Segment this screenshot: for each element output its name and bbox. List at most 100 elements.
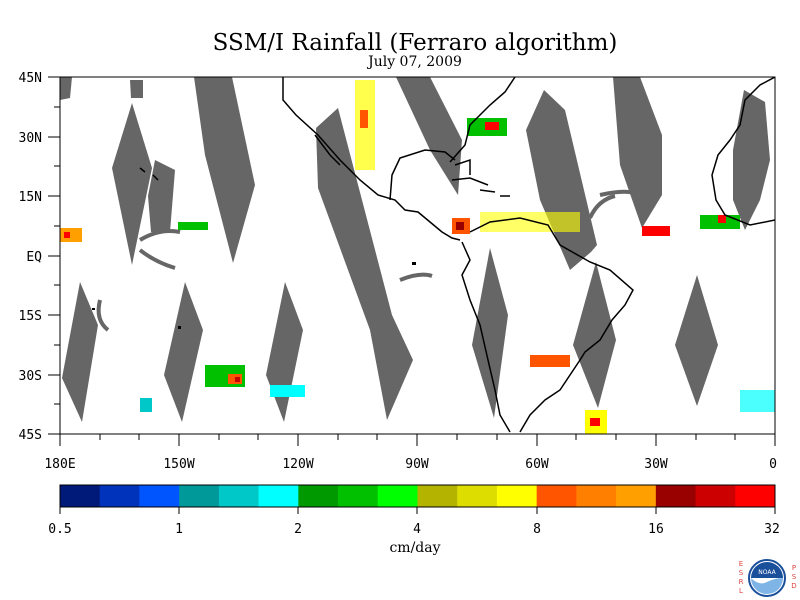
lon-label: 150W bbox=[163, 457, 194, 472]
coastline-hawaii bbox=[139, 167, 159, 181]
logo-letter-left: R bbox=[738, 578, 744, 586]
colorbar-label: 8 bbox=[533, 522, 541, 537]
lat-label: 15N bbox=[19, 190, 42, 205]
coastline-africa bbox=[711, 77, 775, 226]
coastline-north-america bbox=[282, 77, 516, 241]
lon-label: 120W bbox=[282, 457, 313, 472]
logo-top bbox=[751, 562, 783, 578]
arc bbox=[138, 248, 176, 270]
noaa-logo: NOAA E S R L P S D bbox=[735, 556, 799, 600]
colorbar-cell bbox=[139, 485, 180, 507]
colorbar-cell bbox=[695, 485, 736, 507]
swath bbox=[613, 77, 662, 228]
swath bbox=[316, 108, 413, 420]
colorbar-cell bbox=[457, 485, 498, 507]
rain-patch bbox=[360, 110, 368, 128]
rain-patch bbox=[64, 232, 70, 238]
swath bbox=[194, 77, 255, 263]
rain-patch bbox=[456, 222, 464, 230]
rain-patch bbox=[140, 398, 152, 412]
colorbar-cell bbox=[735, 485, 776, 507]
colorbar bbox=[60, 485, 776, 507]
rain-patch bbox=[718, 215, 726, 223]
logo-letter-right: P bbox=[791, 564, 797, 572]
rainfall-patches bbox=[60, 80, 775, 434]
lon-label: 30W bbox=[644, 457, 668, 472]
map-title: SSM/I Rainfall (Ferraro algorithm) bbox=[212, 30, 618, 56]
lat-label: 30N bbox=[19, 131, 42, 146]
swath bbox=[472, 248, 508, 418]
swath bbox=[60, 77, 72, 100]
lon-label: 90W bbox=[405, 457, 429, 472]
rain-patch bbox=[642, 226, 670, 236]
rain-patch bbox=[740, 390, 775, 412]
colorbar-label: 1 bbox=[175, 522, 183, 537]
islands bbox=[92, 262, 416, 329]
colorbar-cell bbox=[298, 485, 339, 507]
no-data-arcs bbox=[96, 189, 642, 332]
lat-label: 30S bbox=[19, 369, 42, 384]
arc bbox=[599, 189, 642, 198]
logo-letter-right: D bbox=[791, 582, 797, 590]
logo-letter-left: S bbox=[738, 569, 744, 577]
colorbar-label: 4 bbox=[413, 522, 421, 537]
coastline-caribbean bbox=[479, 189, 510, 197]
coastlines bbox=[139, 77, 775, 433]
latitude-labels: 45N 30N 15N EQ 15S 30S 45S bbox=[19, 71, 43, 443]
island bbox=[92, 308, 95, 310]
colorbar-cell bbox=[616, 485, 657, 507]
axis-ticks bbox=[48, 76, 776, 446]
rain-patch bbox=[480, 212, 580, 232]
colorbar-cell bbox=[218, 485, 260, 507]
colorbar-label: 2 bbox=[294, 522, 302, 537]
swath bbox=[62, 282, 98, 422]
lat-label: 15S bbox=[19, 309, 42, 324]
swath bbox=[148, 160, 175, 232]
rain-patch bbox=[485, 122, 499, 130]
arc bbox=[96, 299, 110, 332]
island bbox=[412, 262, 416, 265]
colorbar-cell bbox=[99, 485, 140, 507]
lon-label: 60W bbox=[525, 457, 549, 472]
lat-label: 45S bbox=[19, 428, 42, 443]
island bbox=[178, 326, 181, 329]
rain-patch bbox=[590, 418, 600, 426]
coastline-mexico-gulf bbox=[389, 149, 456, 201]
logo-text: NOAA bbox=[758, 569, 776, 576]
swath bbox=[733, 90, 770, 230]
rain-patch bbox=[270, 385, 305, 397]
rain-patch bbox=[178, 222, 208, 230]
colorbar-label: 0.5 bbox=[48, 522, 71, 537]
colorbar-cell bbox=[258, 485, 299, 507]
lat-label: EQ bbox=[26, 250, 42, 265]
map-date: July 07, 2009 bbox=[368, 54, 462, 70]
lon-label: 0 bbox=[769, 457, 777, 472]
lat-label: 45N bbox=[19, 71, 42, 86]
longitude-labels: 180E 150W 120W 90W 60W 30W 0 bbox=[44, 457, 777, 472]
colorbar-cell bbox=[417, 485, 458, 507]
swath bbox=[112, 103, 152, 265]
coastline-south-america bbox=[461, 217, 634, 433]
rain-patch bbox=[530, 355, 570, 367]
logo-bottom bbox=[751, 578, 783, 594]
logo-letter-right: S bbox=[791, 573, 797, 581]
rain-patch bbox=[235, 377, 240, 382]
logo-letter-left: E bbox=[738, 560, 744, 568]
colorbar-ticks bbox=[59, 507, 776, 514]
colorbar-cell bbox=[179, 485, 220, 507]
arc bbox=[588, 194, 616, 219]
lon-label: 180E bbox=[44, 457, 75, 472]
no-data-swaths bbox=[60, 77, 770, 422]
swath bbox=[573, 262, 616, 408]
colorbar-cell bbox=[576, 485, 617, 507]
swath bbox=[130, 80, 143, 98]
colorbar-label: 32 bbox=[764, 522, 780, 537]
arc bbox=[399, 272, 433, 282]
colorbar-label: 16 bbox=[648, 522, 664, 537]
colorbar-labels: 0.5 1 2 4 8 16 32 bbox=[48, 522, 780, 537]
arc bbox=[138, 229, 181, 242]
swath bbox=[396, 77, 462, 195]
noaa-emblem: NOAA bbox=[748, 559, 786, 597]
swath bbox=[164, 282, 203, 422]
